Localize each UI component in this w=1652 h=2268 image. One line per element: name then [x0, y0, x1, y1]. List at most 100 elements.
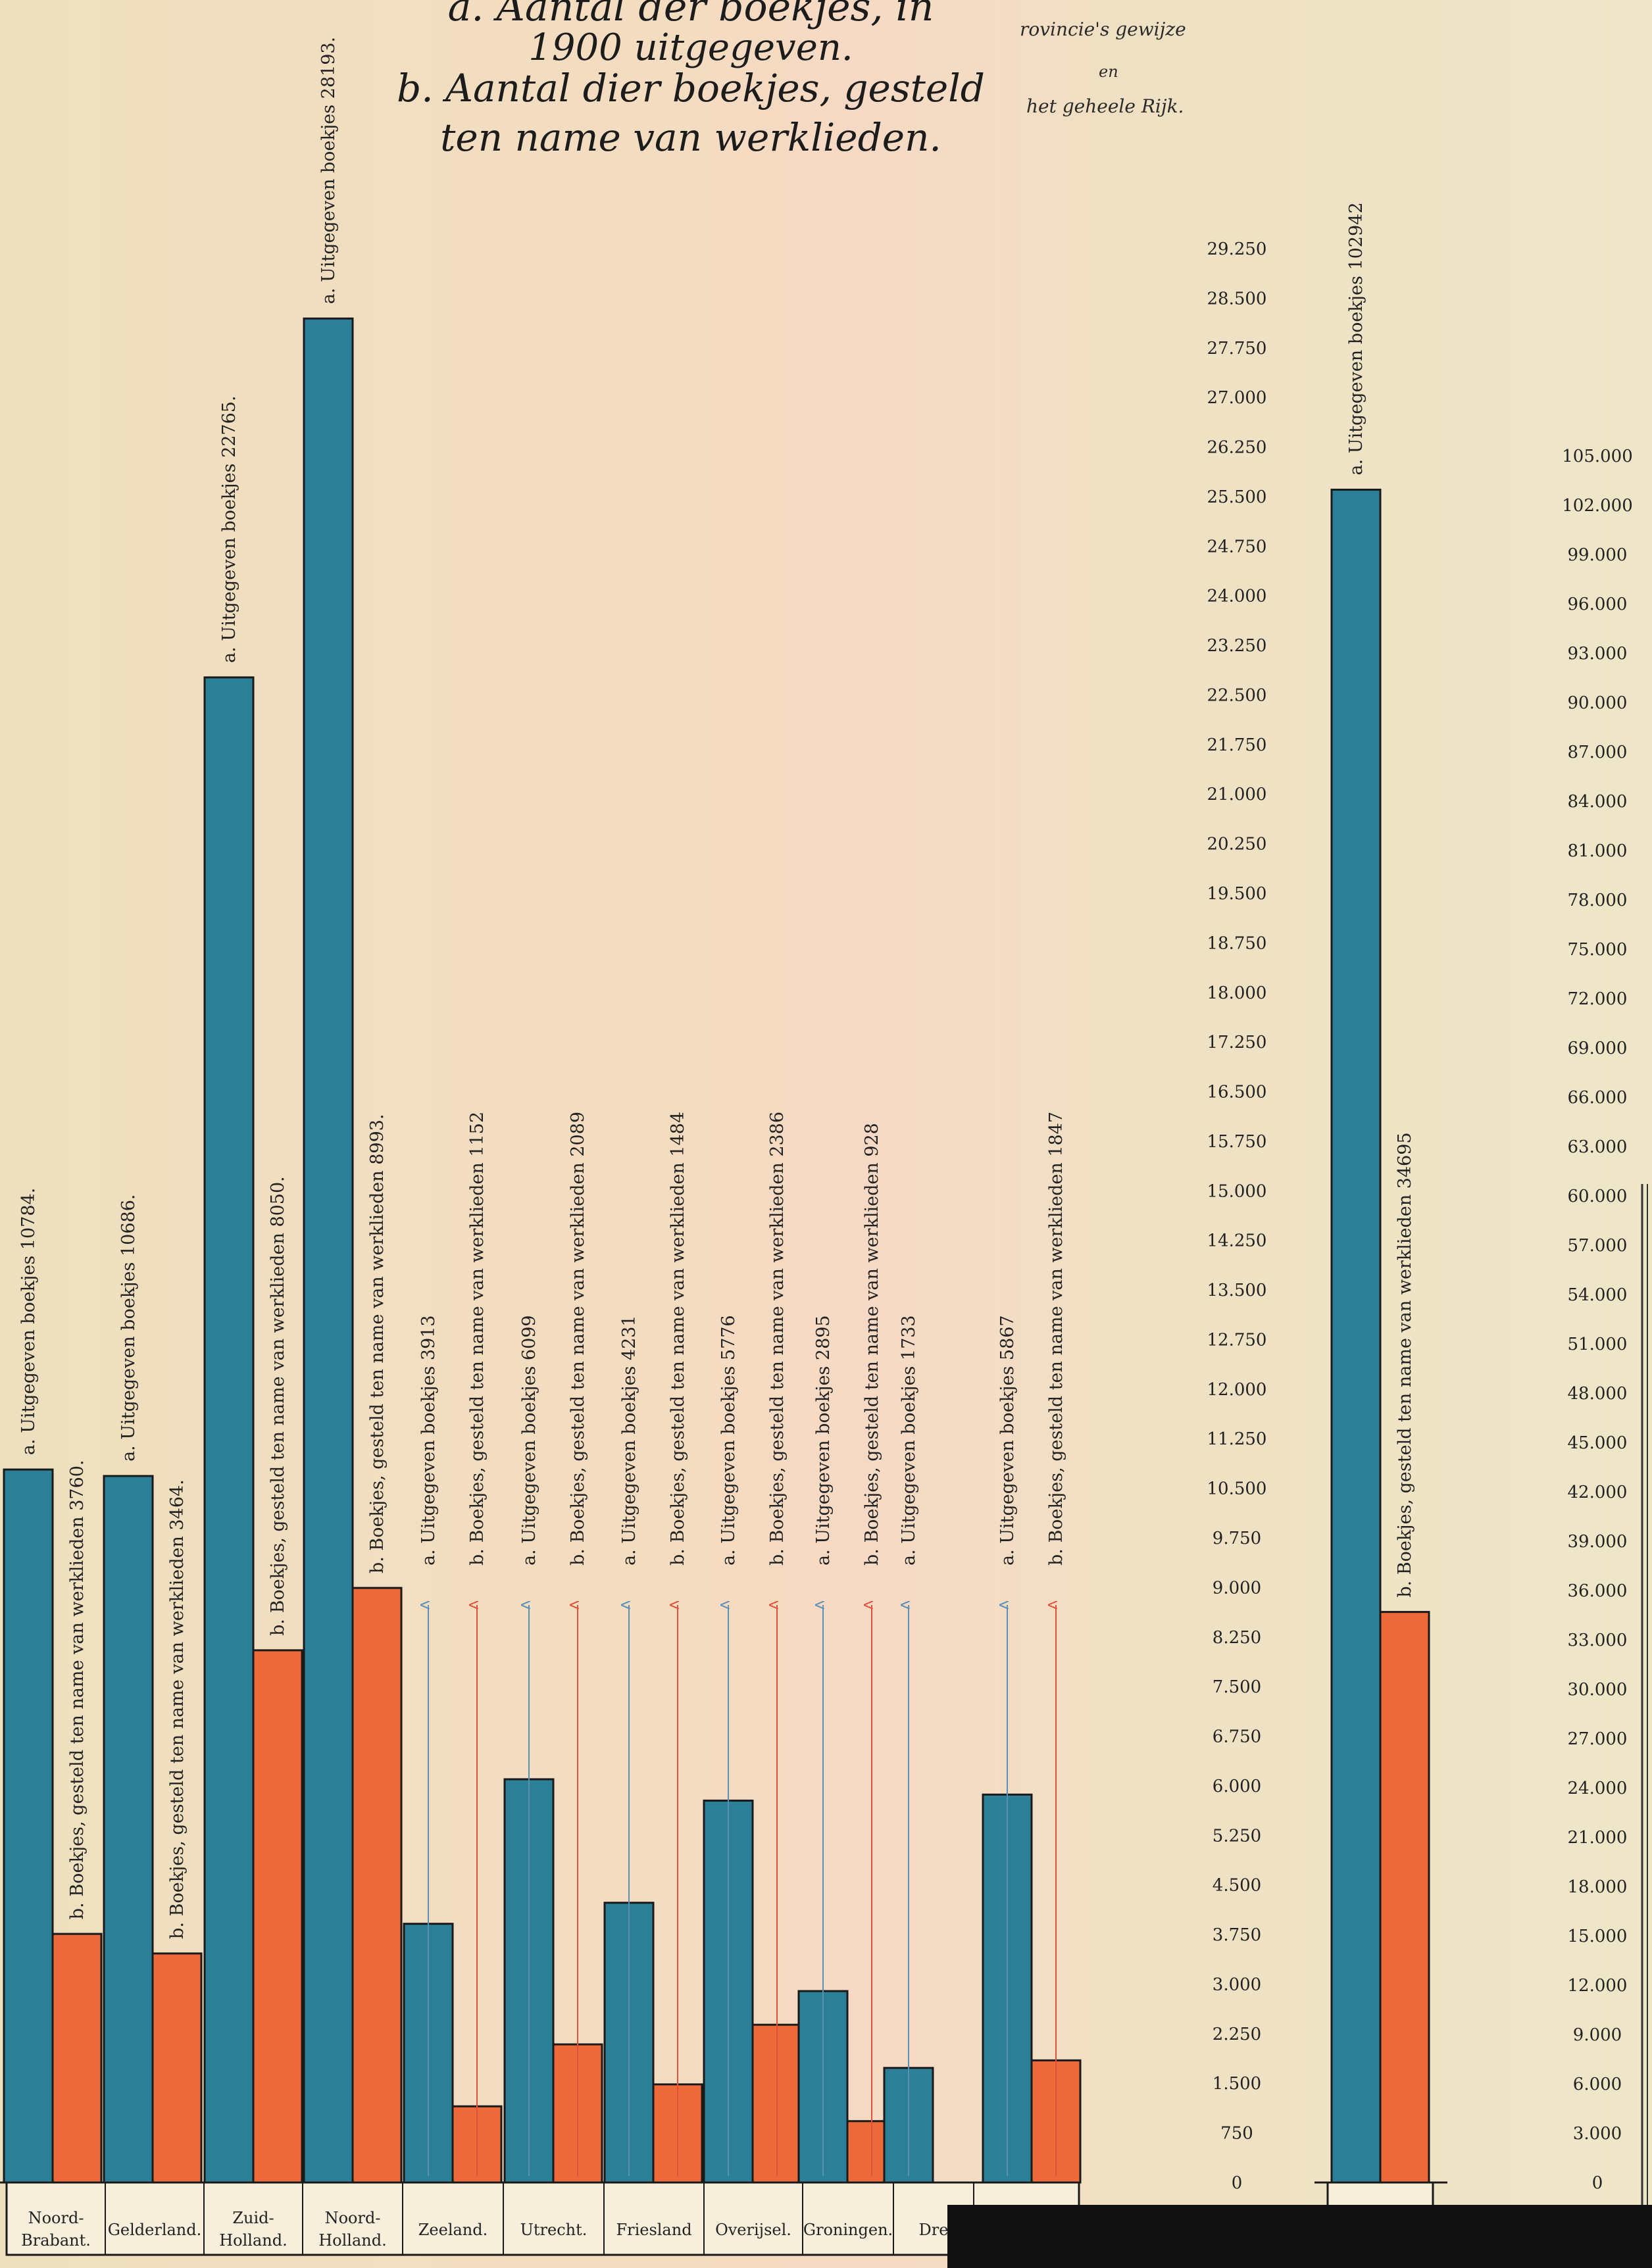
- tick-rijk-13: 39.000: [1568, 1532, 1628, 1552]
- tick-rijk-30: 90.000: [1568, 693, 1628, 713]
- tick-rijk-2: 6.000: [1573, 2075, 1622, 2094]
- label-workers-7: b. Boekjes, gesteld ten name van werklie…: [767, 1112, 788, 1565]
- tick-province-28: 21.000: [1207, 785, 1267, 804]
- header-fragment-2: en: [1099, 62, 1118, 81]
- bar-workers-1: [151, 1952, 203, 2184]
- label-issued-7: a. Uitgegeven boekjes 5776: [718, 1315, 739, 1565]
- bar-issued-3: [303, 317, 354, 2184]
- tick-rijk-14: 42.000: [1568, 1483, 1628, 1502]
- category-label-3-0: Noord-: [325, 2209, 381, 2227]
- tick-province-33: 24.750: [1207, 537, 1267, 556]
- label-workers-3: b. Boekjes, gesteld ten name van werklie…: [367, 1114, 388, 1573]
- black-corner: [947, 2205, 1652, 2268]
- tick-province-38: 28.500: [1207, 289, 1267, 308]
- chart-title-line-3: b. Aantal dier boekjes, gesteld: [397, 66, 985, 111]
- tick-province-10: 7.500: [1213, 1677, 1261, 1697]
- category-label-1-0: Gelderland.: [108, 2221, 202, 2239]
- label-workers-6: b. Boekjes, gesteld ten name van werklie…: [668, 1112, 688, 1565]
- tick-rijk-34: 102.000: [1562, 496, 1633, 516]
- tick-rijk-27: 81.000: [1568, 841, 1628, 861]
- label-workers-4: b. Boekjes, gesteld ten name van werklie…: [467, 1112, 488, 1565]
- tick-rijk-5: 15.000: [1568, 1927, 1628, 1946]
- category-label-2-0: Zuid-: [232, 2209, 274, 2227]
- tick-rijk-16: 48.000: [1568, 1384, 1628, 1404]
- category-label-0-0: Noord-: [28, 2209, 84, 2227]
- category-label-8-0: Groningen.: [803, 2221, 893, 2239]
- tick-rijk-0: 0: [1592, 2173, 1603, 2193]
- label-issued-10: a. Uitgegeven boekjes 5867: [997, 1315, 1018, 1565]
- label-issued-1: a. Uitgegeven boekjes 10686.: [118, 1195, 139, 1462]
- tick-rijk-22: 66.000: [1568, 1088, 1628, 1108]
- tick-province-12: 9.000: [1213, 1578, 1261, 1598]
- tick-province-13: 9.750: [1213, 1529, 1261, 1548]
- tick-rijk-28: 84.000: [1568, 792, 1628, 812]
- tick-province-11: 8.250: [1213, 1628, 1261, 1648]
- label-issued-6: a. Uitgegeven boekjes 4231: [619, 1315, 639, 1565]
- label-workers-5: b. Boekjes, gesteld ten name van werklie…: [568, 1112, 588, 1565]
- tick-province-39: 29.250: [1207, 239, 1267, 259]
- tick-province-9: 6.750: [1213, 1727, 1261, 1747]
- category-label-0-1: Brabant.: [21, 2231, 91, 2250]
- label-workers-10: b. Boekjes, gesteld ten name van werklie…: [1046, 1112, 1066, 1565]
- category-label-5-0: Utrecht.: [520, 2221, 588, 2239]
- label-rijk-issued: a. Uitgegeven boekjes 102942: [1346, 202, 1366, 475]
- label-rijk-workers: b. Boekjes, gesteld ten name van werklie…: [1395, 1132, 1415, 1597]
- tick-rijk-20: 60.000: [1568, 1187, 1628, 1206]
- label-issued-3: a. Uitgegeven boekjes 28193.: [318, 37, 339, 304]
- tick-province-21: 15.750: [1207, 1132, 1267, 1152]
- tick-rijk-3: 9.000: [1573, 2025, 1622, 2045]
- tick-province-32: 24.000: [1207, 587, 1267, 606]
- tick-rijk-29: 87.000: [1568, 743, 1628, 762]
- tick-rijk-21: 63.000: [1568, 1137, 1628, 1157]
- tick-province-30: 22.500: [1207, 685, 1267, 705]
- tick-province-8: 6.000: [1213, 1777, 1261, 1796]
- label-issued-0: a. Uitgegeven boekjes 10784.: [18, 1188, 39, 1455]
- header-fragment-1: rovincie's gewijze: [1020, 18, 1186, 40]
- tick-rijk-18: 54.000: [1568, 1285, 1628, 1305]
- bar-rijk-workers: [1379, 1611, 1430, 2184]
- tick-province-25: 18.750: [1207, 933, 1267, 953]
- category-label-4-0: Zeeland.: [418, 2221, 488, 2239]
- tick-province-2: 1.500: [1213, 2074, 1261, 2094]
- bar-workers-3: [351, 1587, 403, 2184]
- tick-rijk-11: 33.000: [1568, 1631, 1628, 1650]
- chart-title-line-1: a. Aantal der boekjes, in: [447, 0, 934, 30]
- tick-province-17: 12.750: [1207, 1330, 1267, 1350]
- tick-province-36: 27.000: [1207, 388, 1267, 408]
- bar-workers-2: [252, 1649, 303, 2184]
- tick-province-18: 13.500: [1207, 1281, 1267, 1300]
- tick-province-4: 3.000: [1213, 1975, 1261, 1994]
- label-workers-2: b. Boekjes, gesteld ten name van werklie…: [268, 1176, 288, 1636]
- tick-province-1: 750: [1220, 2124, 1253, 2144]
- tick-province-22: 16.500: [1207, 1083, 1267, 1102]
- tick-rijk-19: 57.000: [1568, 1236, 1628, 1256]
- tick-province-15: 11.250: [1207, 1429, 1267, 1449]
- label-workers-0: b. Boekjes, gesteld ten name van werklie…: [67, 1460, 88, 1919]
- category-label-9-0: Dre: [919, 2221, 949, 2239]
- header-fragment-3: het geheele Rijk.: [1026, 95, 1184, 117]
- label-issued-8: a. Uitgegeven boekjes 2895: [813, 1315, 834, 1565]
- label-workers-8: b. Boekjes, gesteld ten name van werklie…: [862, 1123, 882, 1565]
- label-workers-1: b. Boekjes, gesteld ten name van werklie…: [167, 1479, 188, 1939]
- tick-rijk-35: 105.000: [1562, 447, 1633, 466]
- bar-rijk-issued: [1330, 488, 1382, 2184]
- tick-province-20: 15.000: [1207, 1181, 1267, 1201]
- tick-province-26: 19.500: [1207, 884, 1267, 904]
- label-issued-5: a. Uitgegeven boekjes 6099: [519, 1315, 539, 1565]
- tick-province-14: 10.500: [1207, 1479, 1267, 1499]
- tick-province-27: 20.250: [1207, 835, 1267, 854]
- tick-rijk-26: 78.000: [1568, 891, 1628, 910]
- tick-province-0: 0: [1232, 2173, 1243, 2193]
- label-issued-2: a. Uitgegeven boekjes 22765.: [219, 395, 239, 662]
- tick-rijk-7: 21.000: [1568, 1828, 1628, 1848]
- tick-province-23: 17.250: [1207, 1033, 1267, 1052]
- bar-issued-2: [203, 676, 255, 2184]
- bar-workers-0: [51, 1933, 103, 2184]
- tick-rijk-33: 99.000: [1568, 545, 1628, 565]
- tick-province-37: 27.750: [1207, 339, 1267, 358]
- tick-rijk-10: 30.000: [1568, 1680, 1628, 1700]
- tick-province-7: 5.250: [1213, 1826, 1261, 1846]
- tick-province-35: 26.250: [1207, 438, 1267, 458]
- tick-province-3: 2.250: [1213, 2025, 1261, 2044]
